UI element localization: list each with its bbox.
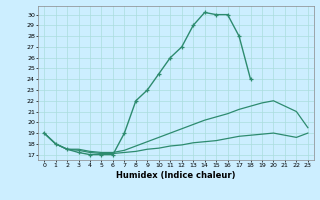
X-axis label: Humidex (Indice chaleur): Humidex (Indice chaleur) (116, 171, 236, 180)
